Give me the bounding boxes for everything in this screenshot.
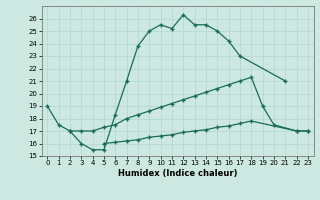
X-axis label: Humidex (Indice chaleur): Humidex (Indice chaleur) <box>118 169 237 178</box>
